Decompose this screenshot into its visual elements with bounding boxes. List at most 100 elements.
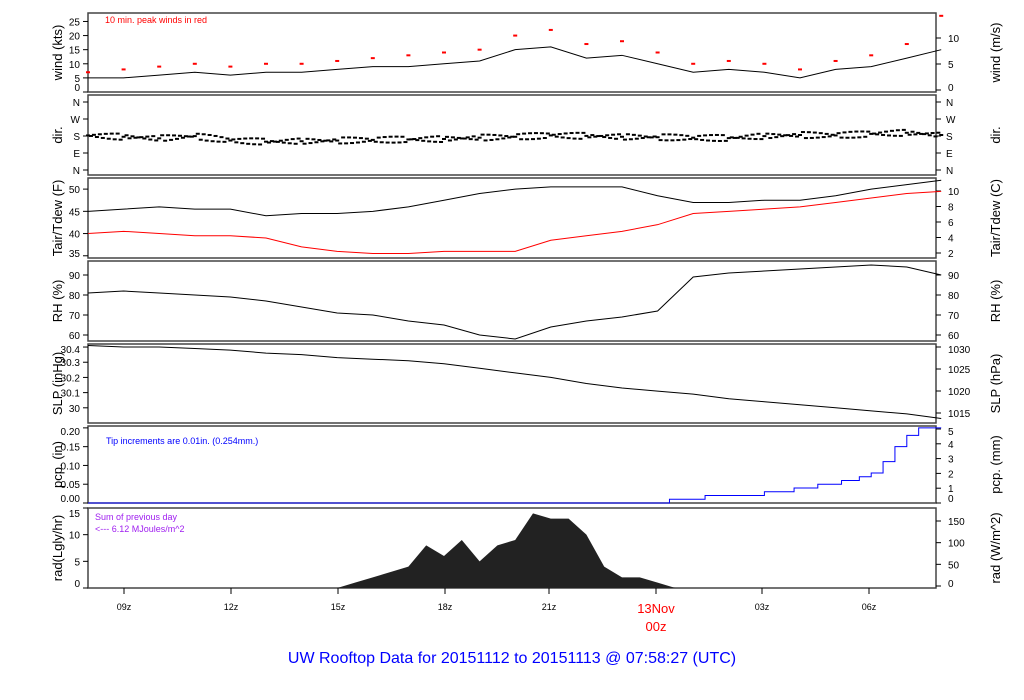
dir-point: [765, 132, 770, 135]
dir-ylabel: dir.: [50, 126, 65, 143]
dir-point: [643, 135, 648, 138]
dir-point: [409, 138, 414, 141]
dir-point: [130, 135, 135, 138]
ytick-label-right: 10: [948, 187, 960, 198]
peak-wind-point: [299, 62, 304, 65]
dir-point: [842, 131, 847, 134]
dir-point: [403, 141, 408, 144]
dir-point: [424, 136, 429, 139]
dir-point: [548, 134, 553, 137]
dir-point: [358, 137, 363, 140]
ytick-label-right: N: [946, 166, 953, 177]
dir-point: [768, 137, 773, 140]
dir-point: [682, 138, 687, 141]
ytick-label-right: 70: [948, 311, 960, 322]
dir-point: [533, 132, 538, 135]
dir-point: [575, 131, 580, 134]
dir-point: [480, 133, 485, 136]
ytick-label-right: 3: [948, 455, 954, 466]
dir-point: [341, 136, 346, 139]
dir-point: [100, 136, 105, 139]
dir-point: [353, 136, 357, 139]
ytick-label-right: 1030: [948, 345, 971, 356]
ytick-label-right: 10: [948, 34, 960, 45]
dir-point: [456, 136, 461, 139]
dir-point: [382, 136, 387, 139]
dir-point: [136, 136, 141, 139]
dir-point: [777, 133, 782, 136]
slp-line-0: [87, 345, 942, 419]
dir-point: [667, 133, 672, 136]
dir-point: [160, 134, 165, 137]
ytick-label: 30.1: [61, 389, 81, 400]
dir-point: [468, 138, 473, 141]
peak-wind-point: [655, 51, 660, 54]
dir-point: [91, 133, 96, 136]
dir-point: [510, 135, 515, 138]
peak-wind-point: [406, 54, 411, 57]
dir-point: [112, 138, 117, 141]
dir-point: [228, 139, 233, 142]
dir-point: [833, 134, 838, 137]
xtick-label: 18z: [438, 602, 453, 612]
dir-point: [560, 136, 565, 139]
dir-point: [394, 135, 399, 138]
dir-point: [255, 137, 260, 140]
dir-point: [180, 136, 185, 139]
dir-point: [296, 137, 301, 140]
ytick-label-right: 2: [948, 249, 954, 260]
dir-point: [278, 139, 283, 142]
dir-point: [602, 136, 607, 139]
ytick-label: 30: [69, 404, 81, 415]
dir-point: [240, 142, 245, 145]
dir-point: [936, 131, 941, 134]
dir-point: [444, 135, 449, 138]
xtick-label: 09z: [117, 602, 132, 612]
dir-point: [293, 142, 298, 145]
dir-point: [127, 137, 132, 140]
peak-wind-point: [904, 43, 909, 46]
dir-point: [887, 134, 891, 137]
dir-point: [685, 134, 690, 137]
slp-panel: [87, 343, 937, 424]
dir-point: [854, 130, 859, 133]
ytick-label-right: 1020: [948, 387, 971, 398]
dir-point: [439, 140, 444, 143]
ytick-label-right: 100: [948, 539, 965, 550]
ytick-label: 30.2: [61, 373, 81, 384]
dir-point: [599, 134, 604, 137]
ytick-label-right: 90: [948, 271, 960, 282]
dir-point: [320, 140, 325, 143]
dir-point: [231, 138, 236, 141]
dir-point: [157, 137, 162, 140]
ytick-label: 10: [69, 531, 81, 542]
ytick-label: W: [71, 115, 81, 126]
dir-point: [450, 136, 455, 139]
dir-point: [889, 129, 894, 132]
ytick-label: 0.00: [61, 494, 81, 505]
dir-point: [688, 138, 693, 141]
ytick-label: 15: [69, 46, 81, 57]
midnight-hour-label: 00z: [646, 619, 667, 634]
dir-point: [676, 139, 681, 142]
dir-point: [361, 140, 366, 143]
ytick-label: 30.3: [61, 358, 81, 369]
dir-point: [528, 132, 533, 135]
dir-point: [848, 130, 853, 133]
ytick-label-right: 1025: [948, 365, 971, 376]
dir-point: [774, 136, 779, 139]
dir-point: [658, 139, 663, 142]
dir-point: [388, 135, 393, 138]
dir-point: [930, 132, 935, 135]
dir-point: [501, 137, 506, 140]
dir-point: [563, 132, 568, 135]
ytick-label-right: 50: [948, 560, 960, 571]
dir-point: [183, 135, 188, 138]
dir-point: [252, 143, 257, 146]
ytick-label: 60: [69, 331, 81, 342]
dir-point: [673, 133, 678, 136]
rad-ylabel-right: rad (W/m^2): [988, 512, 1003, 583]
ytick-label-right: 1: [948, 484, 954, 495]
dir-point: [504, 135, 509, 138]
